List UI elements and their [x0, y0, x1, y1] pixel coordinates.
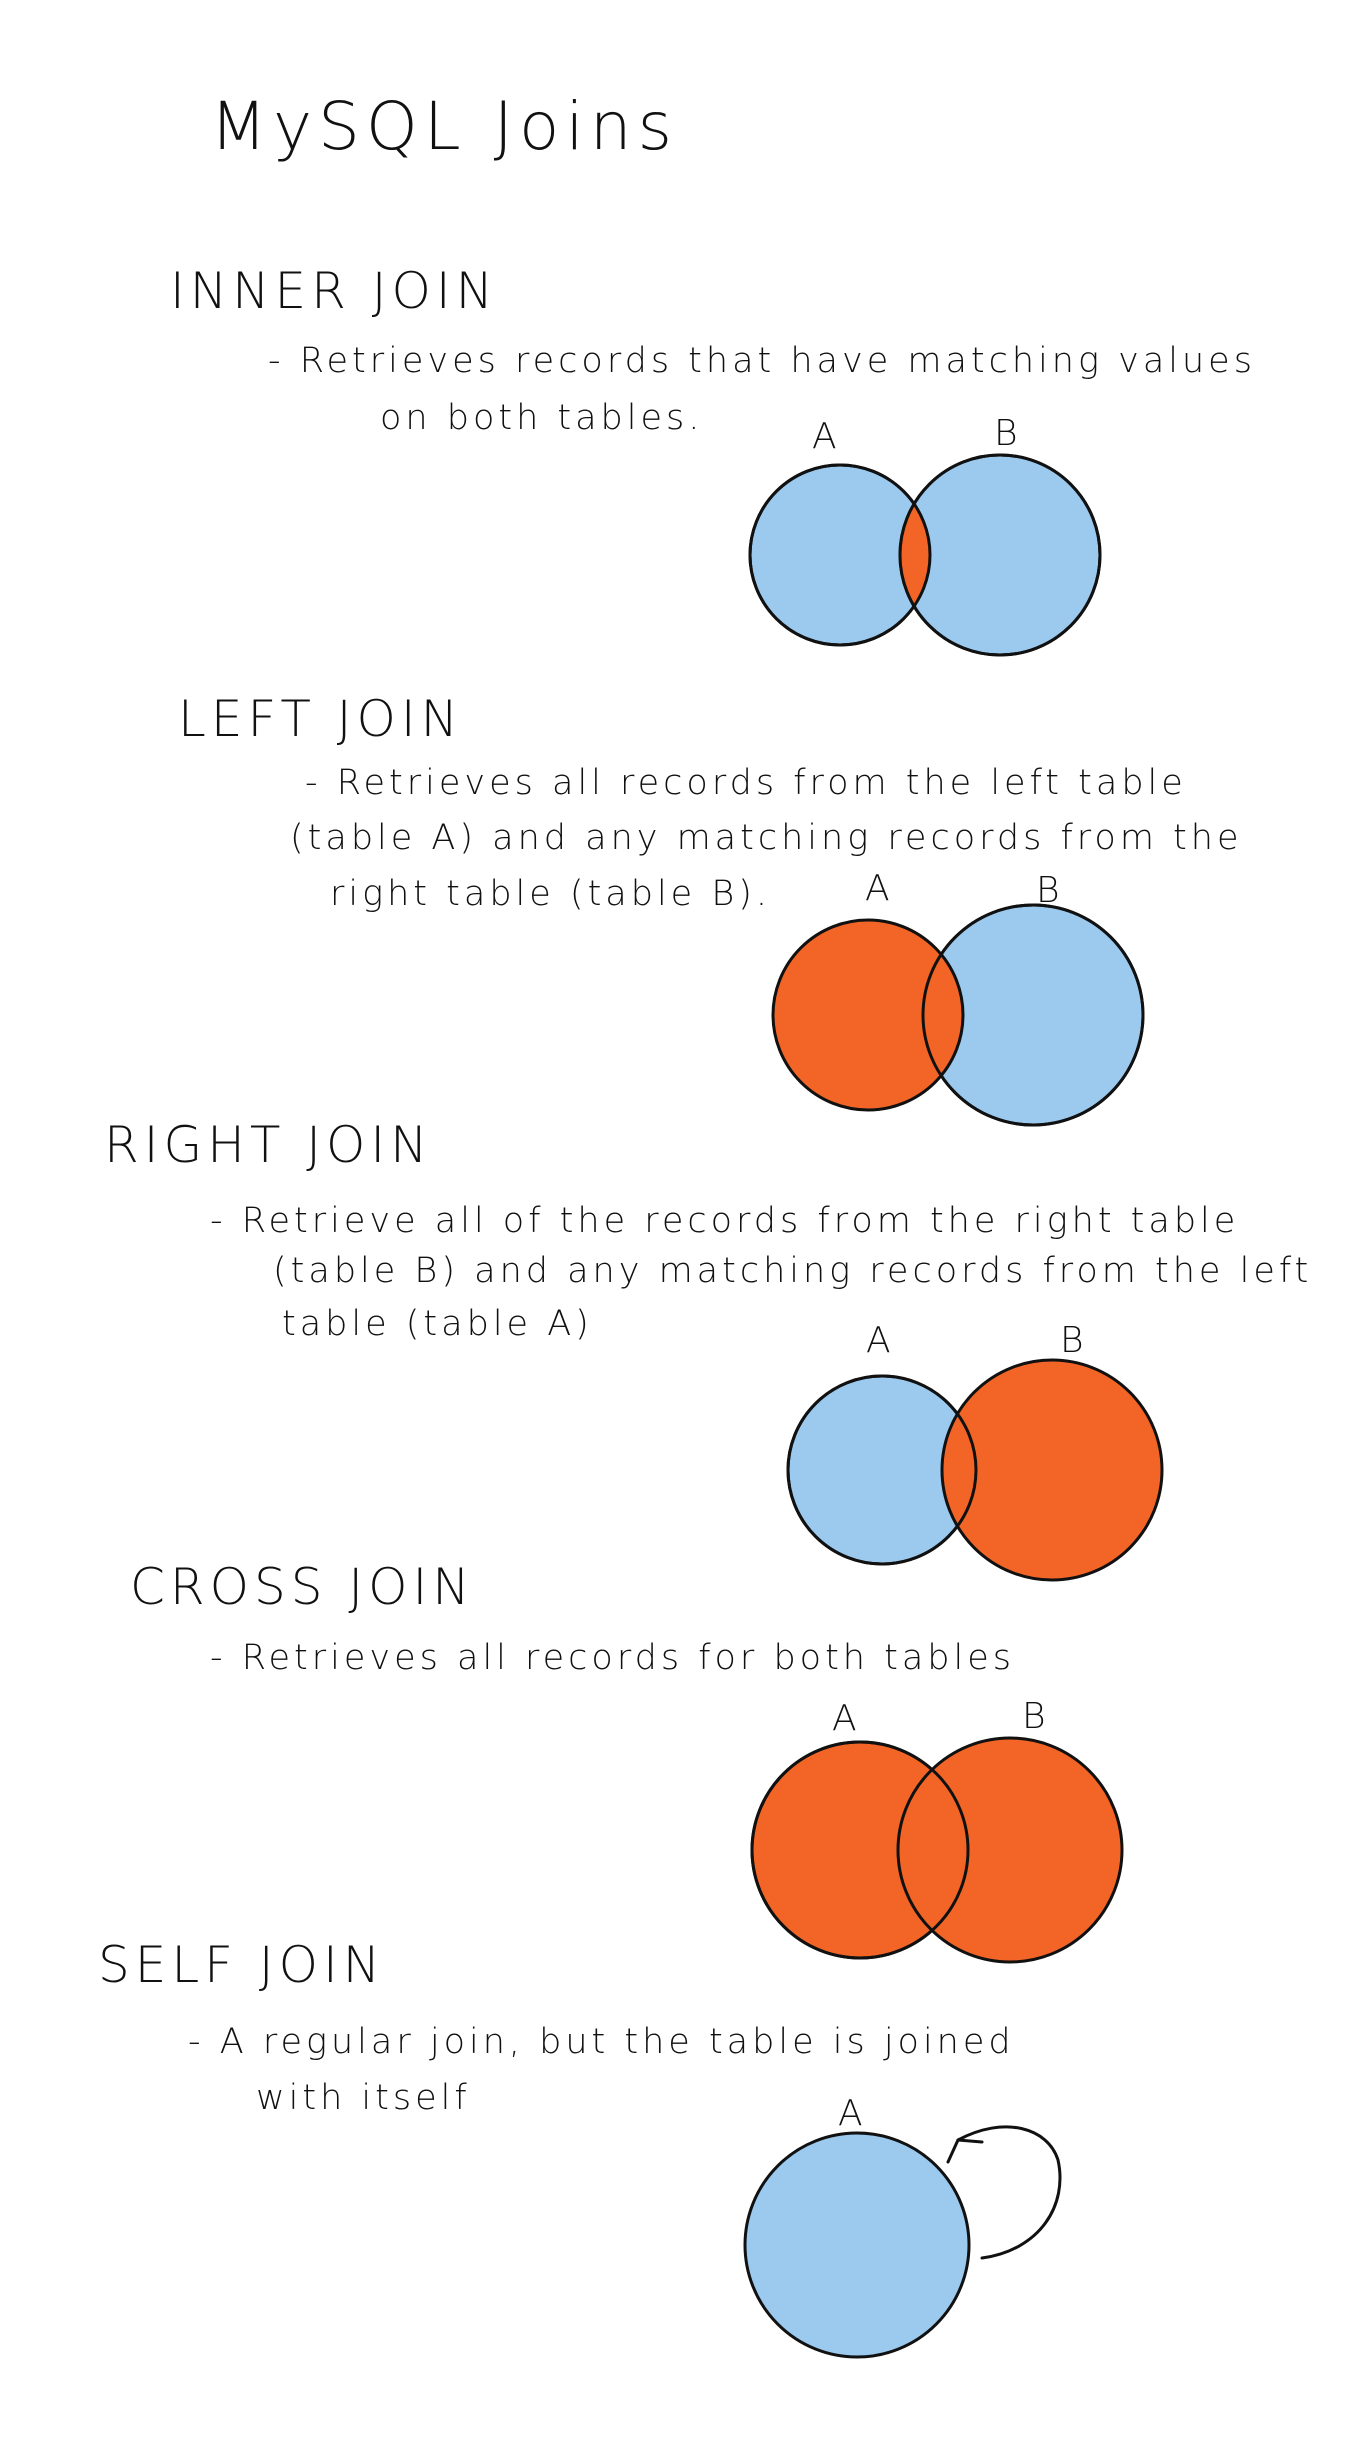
left-join-description-line-2: (table A) and any matching records from …	[290, 818, 1243, 858]
inner-join-circle-b-outline	[898, 453, 1102, 657]
cross-join-heading: CROSS JOIN	[130, 1558, 475, 1616]
right-join-description-line-2: (table B) and any matching records from …	[273, 1251, 1313, 1291]
self-join-venn: A	[743, 2093, 1062, 2359]
left-join-circle-b-outline	[921, 903, 1145, 1127]
inner-join-description-line-1: - Retrieves records that have matching v…	[268, 341, 1256, 381]
self-join-label-a: A	[838, 2093, 863, 2134]
self-join-arrowhead-icon	[946, 2138, 984, 2164]
right-join-circle-a-outline	[786, 1374, 978, 1566]
inner-join-circle-a-outline	[748, 463, 932, 647]
left-join-venn: A B	[771, 868, 1145, 1127]
inner-join-venn: A B	[748, 413, 1102, 657]
left-join-description-line-3: right table (table B).	[330, 874, 772, 914]
cross-join-label-b: B	[1022, 1696, 1046, 1737]
right-join-heading: RIGHT JOIN	[104, 1116, 433, 1174]
cross-join-venn: A B	[750, 1696, 1124, 1964]
left-join-circle-a	[771, 918, 965, 1112]
inner-join-label-a: A	[812, 416, 837, 457]
right-join-label-b: B	[1060, 1320, 1084, 1361]
page-title: MySQL Joins	[210, 88, 678, 165]
cross-join-circle-a-outline	[750, 1740, 970, 1960]
right-join-description-line-1: - Retrieve all of the records from the r…	[210, 1201, 1240, 1241]
cross-join-description-line-1: - Retrieves all records for both tables	[210, 1638, 1015, 1678]
left-join-description-line-1: - Retrieves all records from the left ta…	[305, 763, 1187, 803]
inner-join-heading: INNER JOIN	[170, 262, 499, 320]
cross-join-circle-b	[896, 1736, 1124, 1964]
self-join-circle-a	[743, 2131, 971, 2359]
self-join-heading: SELF JOIN	[98, 1936, 386, 1994]
self-join-description-line-2: with itself	[256, 2078, 471, 2118]
inner-join-description-line-2: on both tables.	[380, 398, 704, 438]
left-join-heading: LEFT JOIN	[178, 690, 464, 748]
self-join-description-line-1: - A regular join, but the table is joine…	[188, 2022, 1015, 2062]
left-join-label-b: B	[1036, 870, 1060, 911]
inner-join-label-b: B	[994, 413, 1018, 454]
left-join-label-a: A	[865, 868, 890, 909]
right-join-description-line-3: table (table A)	[282, 1304, 593, 1344]
right-join-circle-b	[940, 1358, 1164, 1582]
right-join-label-a: A	[866, 1320, 891, 1361]
cross-join-label-a: A	[832, 1698, 857, 1739]
self-join-loop-arrow	[956, 2125, 1062, 2260]
right-join-venn: A B	[786, 1320, 1164, 1582]
